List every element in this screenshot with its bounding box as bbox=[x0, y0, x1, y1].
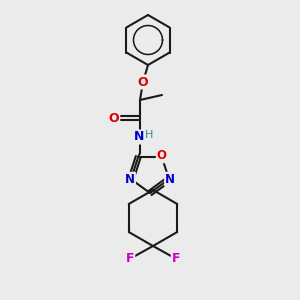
Text: N: N bbox=[165, 173, 175, 186]
Text: F: F bbox=[126, 253, 134, 266]
Text: N: N bbox=[134, 130, 144, 143]
Text: H: H bbox=[145, 130, 153, 140]
Text: O: O bbox=[157, 149, 167, 162]
Text: N: N bbox=[125, 173, 135, 186]
Text: F: F bbox=[172, 253, 180, 266]
Text: O: O bbox=[138, 76, 148, 88]
Text: O: O bbox=[109, 112, 119, 124]
